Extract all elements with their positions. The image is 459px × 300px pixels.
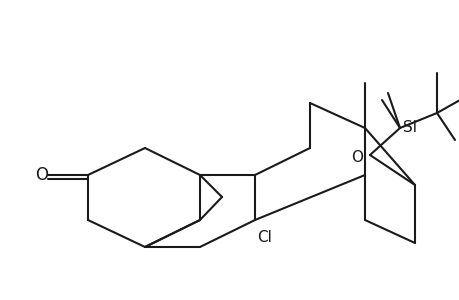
Text: Si: Si [402,121,416,136]
Text: O: O [350,149,362,164]
Text: O: O [35,166,48,184]
Text: Cl: Cl [257,230,271,244]
